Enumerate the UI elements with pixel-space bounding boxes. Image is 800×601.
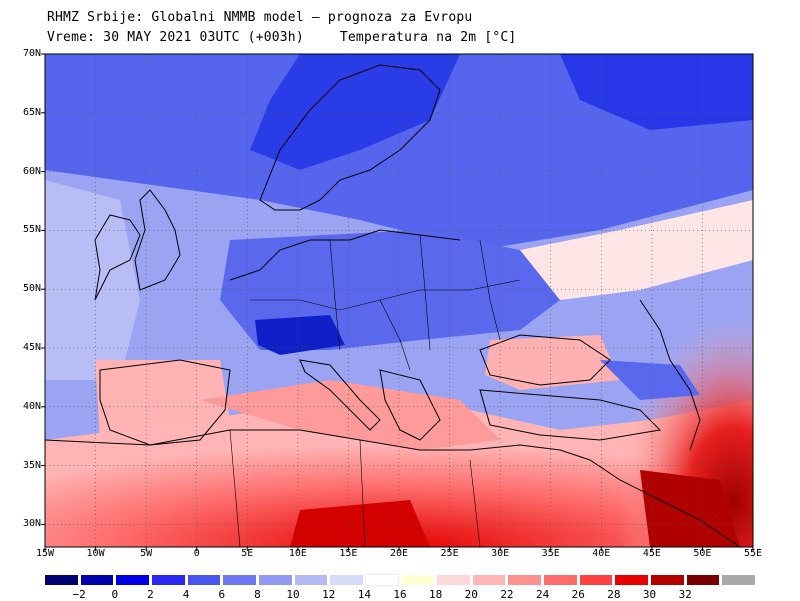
north-africa-warm-region	[45, 400, 753, 547]
northeast-cold-region	[560, 54, 753, 130]
colorbar-label: 12	[322, 588, 336, 601]
atlantic-region	[45, 180, 140, 380]
colorbar-label: −2	[72, 588, 86, 601]
latitude-label: 40N	[22, 400, 41, 412]
colorbar-swatch	[508, 575, 542, 585]
longitude-label: 25E	[440, 548, 459, 559]
colorbar-swatch	[258, 575, 292, 585]
caucasus-cold-region	[600, 360, 700, 400]
colorbar-label: 16	[393, 588, 407, 601]
northern-cold-region	[45, 54, 753, 250]
colorbar-swatch	[116, 575, 149, 585]
colorbar-swatch	[615, 575, 649, 585]
colorbar-label: 2	[147, 588, 154, 601]
colorbar-label: 14	[357, 588, 371, 601]
border-line-4	[479, 239, 501, 341]
variable-name: Temperatura na 2m [°C]	[339, 30, 517, 45]
alps-cold-region	[255, 315, 345, 355]
colorbar-swatch	[472, 575, 506, 585]
axis-ticks	[41, 53, 754, 551]
balkans-outline	[379, 369, 441, 441]
colorbar-label: 10	[286, 588, 300, 601]
latitude-label: 50N	[22, 283, 41, 295]
sahara-hot-region	[290, 500, 430, 547]
colorbar-swatch	[401, 575, 435, 585]
border-line-6	[469, 459, 481, 547]
colorbar-label: 8	[254, 588, 261, 601]
colorbar-swatch	[223, 575, 256, 585]
caspian-coast	[639, 299, 701, 451]
colorbar-swatch	[544, 575, 577, 585]
longitude-label: 40E	[592, 548, 611, 559]
colorbar-swatch	[686, 575, 720, 585]
latitude-label: 60N	[22, 165, 41, 177]
longitude-label: 55E	[743, 548, 763, 559]
colorbar-swatch	[151, 575, 185, 585]
longitude-label: 45E	[642, 548, 661, 559]
latitude-label: 65N	[22, 106, 41, 118]
colorbar-label: 24	[535, 588, 550, 601]
turkey-outline	[479, 389, 662, 441]
iberia-outline	[99, 359, 231, 446]
russia-transition-region	[520, 200, 753, 300]
longitude-label: 35E	[541, 548, 560, 559]
longitude-label: 0	[193, 548, 200, 559]
longitude-label: 30E	[491, 548, 510, 559]
italy-outline	[299, 359, 381, 431]
map-title-line2: Vreme: 30 MAY 2021 03UTC (+003h) Temperat…	[47, 30, 516, 45]
map-field	[45, 54, 753, 547]
latitude-label: 45N	[22, 342, 41, 353]
latitude-label: 55N	[22, 224, 41, 236]
longitude-label: 50E	[693, 548, 712, 559]
colorbar-label: 28	[607, 588, 621, 601]
latitude-label: 35N	[22, 459, 41, 471]
colorbar-label: 30	[642, 588, 657, 601]
black-sea-region	[485, 335, 620, 390]
longitude-label: 15E	[339, 548, 358, 559]
colorbar-label: 32	[678, 588, 692, 601]
colorbar-swatch	[579, 575, 613, 585]
border-line-7	[359, 439, 366, 547]
colorbar-label: 26	[571, 588, 585, 601]
colorbar-label: 0	[111, 588, 119, 601]
border-line-2	[329, 239, 341, 351]
colorbar-swatch	[651, 575, 684, 585]
red-sea-coast	[559, 449, 741, 547]
latitude-label: 70N	[22, 48, 41, 59]
longitude-label: 15W	[35, 548, 55, 559]
scandinavia-outline	[259, 64, 441, 211]
colorbar-swatch	[437, 575, 470, 585]
ireland-outline	[94, 214, 141, 301]
longitude-label: 5E	[241, 548, 254, 559]
black-sea-outline	[479, 334, 611, 386]
colorbar-swatch	[330, 575, 363, 585]
map-title-line1: RHMZ Srbije: Globalni NMMB model – progn…	[47, 10, 473, 25]
longitude-label: 10W	[86, 548, 105, 559]
colorbar-swatch	[722, 575, 755, 585]
colorbar-label: 22	[500, 588, 514, 601]
scandinavia-cold-region	[250, 54, 460, 170]
colorbar-label: 18	[429, 588, 443, 601]
longitude-label: 20E	[389, 548, 409, 559]
colorbar-label: 20	[464, 588, 478, 601]
border-line-3	[419, 234, 431, 351]
mediterranean-region	[200, 380, 500, 450]
latitude-label: 30N	[22, 518, 41, 530]
colorbar-label: 6	[218, 588, 226, 601]
britain-outline	[134, 189, 181, 291]
forecast-time: Vreme: 30 MAY 2021 03UTC (+003h)	[47, 30, 304, 45]
colorbar-swatch	[187, 575, 221, 585]
colorbar-swatch	[45, 575, 78, 585]
colorbar-swatch	[294, 575, 328, 585]
colorbar-swatch	[80, 575, 114, 585]
longitude-label: 5W	[140, 548, 153, 559]
border-line-5	[379, 299, 411, 371]
country-borders	[229, 234, 521, 547]
arabia-hot-region	[640, 470, 740, 547]
colorbar-swatch	[364, 574, 400, 586]
border-line-8	[229, 429, 241, 547]
longitude-label: 10E	[288, 548, 307, 559]
colorbar-label: 4	[182, 588, 190, 601]
